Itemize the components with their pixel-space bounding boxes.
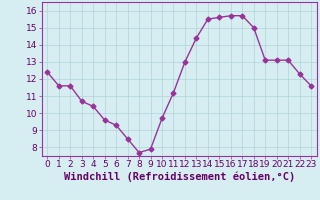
- X-axis label: Windchill (Refroidissement éolien,°C): Windchill (Refroidissement éolien,°C): [64, 172, 295, 182]
